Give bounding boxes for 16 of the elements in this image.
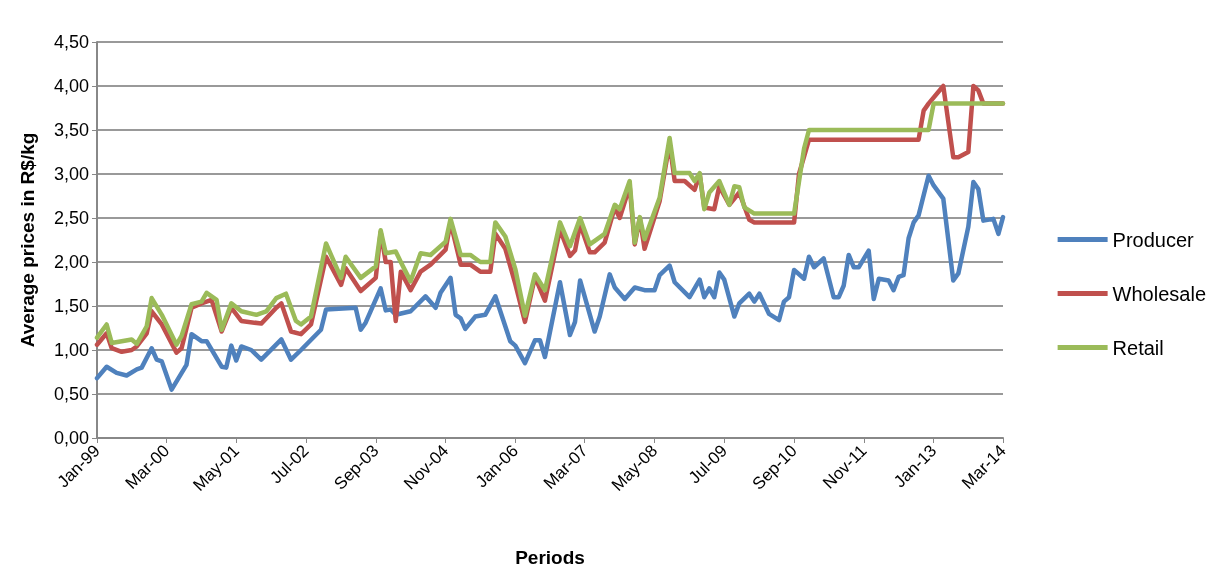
y-tick-label: 1,50	[53, 296, 89, 316]
legend-label: Retail	[1112, 336, 1164, 359]
legend-label: Producer	[1112, 228, 1195, 251]
legend-label: Wholesale	[1112, 282, 1207, 305]
y-tick-label: 2,00	[53, 252, 89, 272]
x-axis-title: Periods	[515, 547, 585, 568]
y-tick-label: 3,50	[53, 120, 89, 140]
y-tick-label: 4,50	[53, 32, 89, 52]
y-tick-label: 2,50	[53, 208, 89, 228]
line-series	[94, 173, 1006, 392]
y-tick-label: 1,00	[53, 340, 89, 360]
y-tick-label: 4,00	[53, 76, 89, 96]
y-axis-title: Average prices in R$/kg	[17, 132, 38, 348]
y-tick-label: 0,50	[53, 384, 89, 404]
y-tick-label: 0,00	[53, 428, 89, 448]
y-tick-label: 3,00	[53, 164, 89, 184]
